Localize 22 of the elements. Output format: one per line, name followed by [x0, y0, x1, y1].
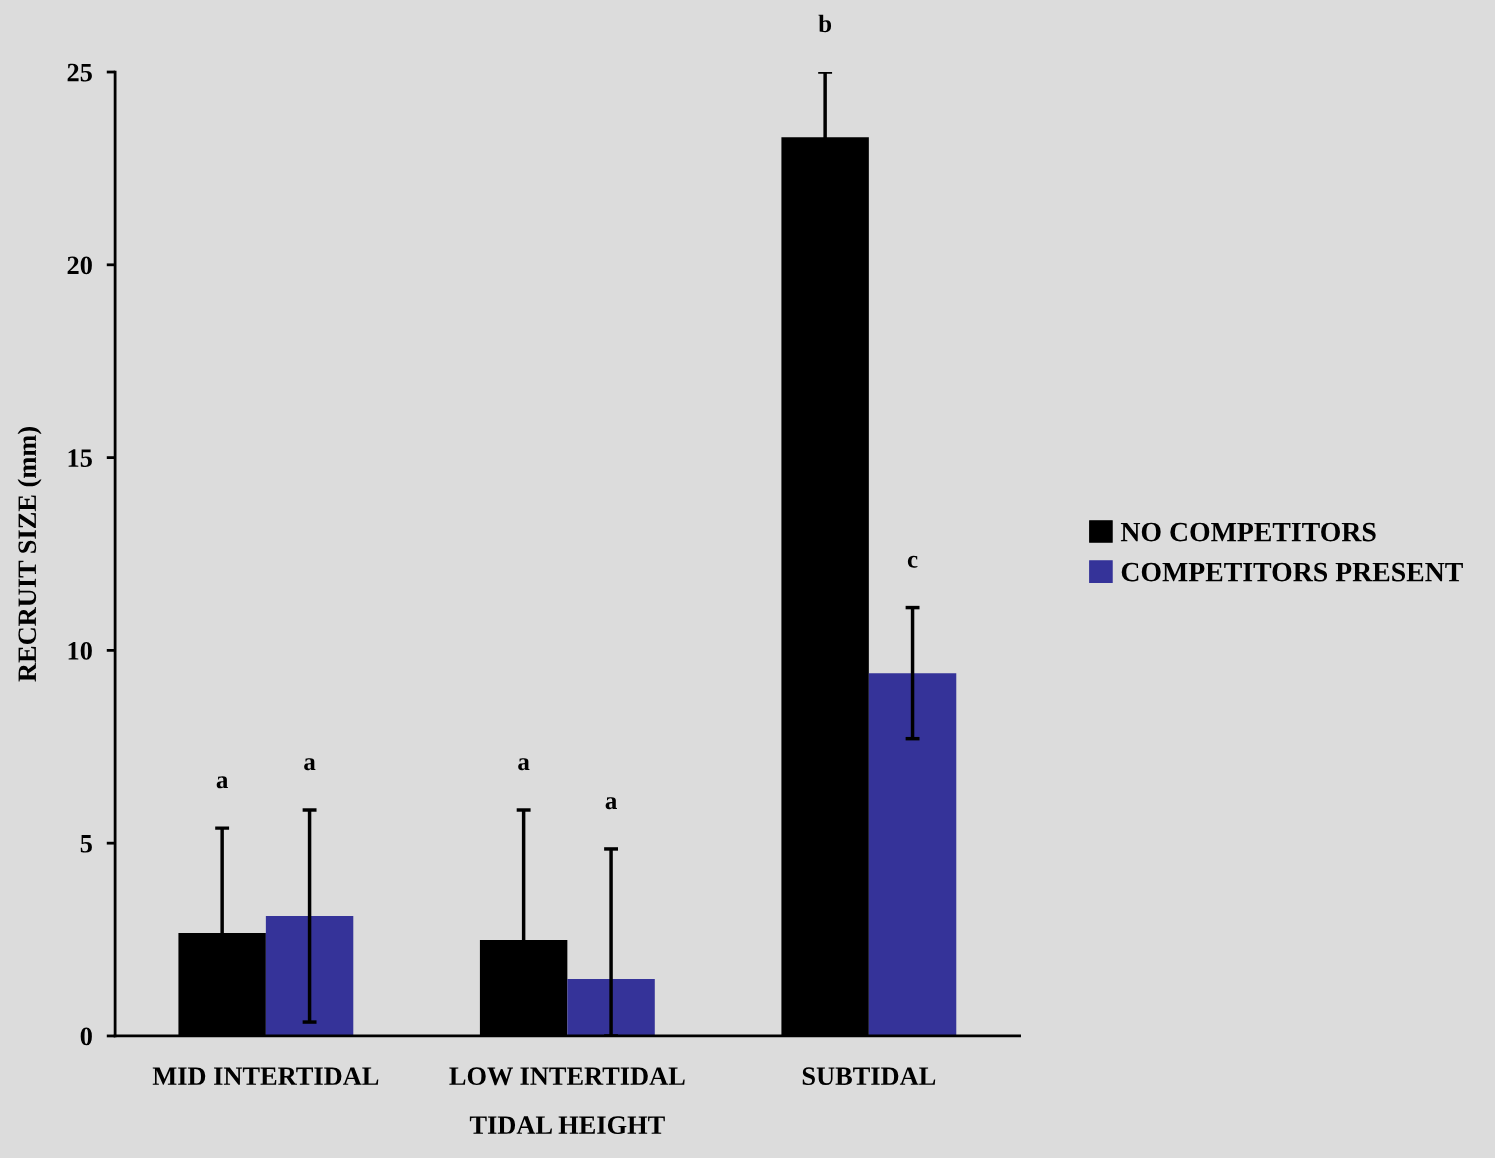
y-axis-title: RECRUIT SIZE (mm): [17, 427, 42, 682]
bar: [265, 916, 354, 1036]
bar: [868, 673, 957, 1036]
legend-label: COMPETITORS PRESENT: [1121, 562, 1463, 582]
annotation: a: [216, 776, 229, 789]
y-tick-label: 20: [67, 256, 92, 275]
y-tick-label: 25: [67, 63, 92, 82]
y-tick-label: 5: [80, 835, 92, 853]
text: b: [818, 14, 832, 33]
annotation: c: [907, 555, 918, 568]
x-axis-title: TIDAL HEIGHT: [469, 1116, 665, 1135]
annotation: a: [518, 758, 530, 771]
y-tick-label: 10: [68, 641, 92, 660]
x-tick-label: SUBTIDAL: [802, 1067, 936, 1086]
x-tick-label: MID INTERTIDAL: [152, 1067, 379, 1085]
y-tick-label: 0: [80, 1027, 92, 1046]
annotation: a: [605, 797, 617, 810]
x-tick-label: LOW INTERTIDAL: [449, 1067, 685, 1086]
y-tick-label: 15: [68, 449, 92, 468]
bar: [567, 978, 655, 1036]
annotation: a: [304, 758, 316, 771]
legend-label: NO COMPETITORS: [1120, 522, 1376, 542]
